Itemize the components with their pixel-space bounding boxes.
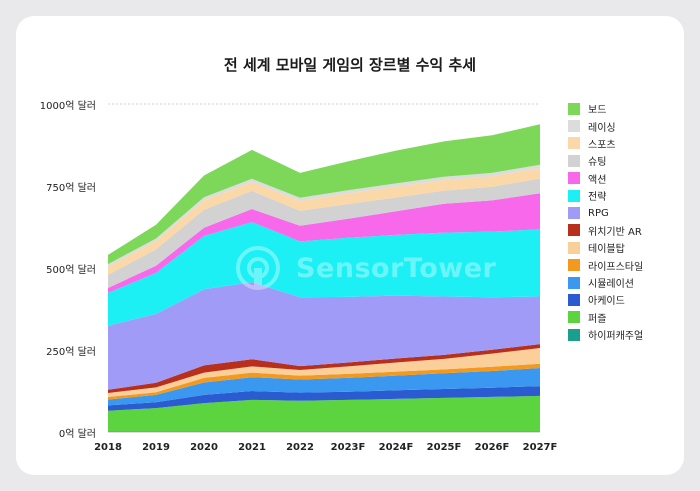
legend-item: 아케이드	[568, 291, 643, 308]
legend-item: 시뮬레이션	[568, 274, 643, 291]
x-tick-label: 2024F	[378, 442, 414, 453]
legend-label: 스포츠	[588, 139, 616, 151]
legend-swatch	[568, 154, 580, 167]
x-tick-label: 2023F	[330, 442, 366, 453]
legend-swatch	[568, 172, 580, 185]
y-tick-label: 250억 달러	[46, 347, 96, 358]
legend-item: 보드	[568, 100, 643, 117]
x-tick-label: 2022	[286, 442, 314, 453]
legend-item: 액션	[568, 170, 643, 187]
legend-label: 위치기반 AR	[588, 226, 642, 238]
legend-item: 하이퍼캐주얼	[568, 326, 643, 343]
area-series-4	[108, 363, 540, 400]
legend-swatch	[568, 311, 580, 324]
area-series-5	[108, 348, 540, 397]
legend-label: RPG	[588, 207, 609, 219]
y-tick-label: 750억 달러	[46, 183, 96, 194]
legend-item: 테이블탑	[568, 239, 643, 256]
legend-swatch	[568, 259, 580, 272]
legend-swatch	[568, 137, 580, 150]
area-series-8	[108, 222, 540, 326]
legend-item: 스포츠	[568, 135, 643, 152]
legend-swatch	[568, 120, 580, 133]
legend-swatch	[568, 102, 580, 115]
legend-swatch	[568, 328, 580, 341]
legend-swatch	[568, 189, 580, 202]
legend-label: 시뮬레이션	[588, 279, 634, 291]
legend-label: 액션	[588, 174, 607, 186]
x-tick-label: 2018	[94, 442, 122, 453]
legend-swatch	[568, 276, 580, 289]
legend-label: 보드	[588, 105, 607, 117]
y-tick-label: 1000억 달러	[39, 101, 96, 112]
y-tick-label: 500억 달러	[46, 265, 96, 276]
legend-item: 위치기반 AR	[568, 222, 643, 239]
legend-label: 퍼즐	[588, 313, 607, 325]
area-series-6	[108, 344, 540, 393]
area-series-7	[108, 282, 540, 390]
area-series-10	[108, 178, 540, 288]
legend-swatch	[568, 207, 580, 220]
x-tick-label: 2026F	[474, 442, 510, 453]
watermark-text: SensorTower	[296, 253, 497, 284]
sensortower-logo-icon	[236, 246, 280, 290]
legend-swatch	[568, 241, 580, 254]
legend-item: RPG	[568, 204, 643, 221]
area-series-13	[108, 124, 540, 265]
watermark: SensorTower	[234, 245, 524, 291]
legend-swatch	[568, 293, 580, 306]
legend-item: 전략	[568, 187, 643, 204]
legend-label: 하이퍼캐주얼	[588, 331, 644, 343]
x-tick-label: 2027F	[522, 442, 558, 453]
legend-item: 레이싱	[568, 117, 643, 134]
legend-label: 슈팅	[588, 157, 607, 169]
legend-item: 라이프스타일	[568, 257, 643, 274]
x-tick-label: 2021	[238, 442, 266, 453]
legend-label: 라이프스타일	[588, 261, 644, 273]
area-series-9	[108, 193, 540, 293]
legend-label: 아케이드	[588, 296, 625, 308]
legend-label: 전략	[588, 192, 607, 204]
x-tick-label: 2020	[190, 442, 218, 453]
area-series-3	[108, 368, 540, 406]
area-series-1	[108, 395, 540, 431]
legend-label: 레이싱	[588, 122, 616, 134]
legend-label: 테이블탑	[588, 244, 625, 256]
chart-title: 전 세계 모바일 게임의 장르별 수익 추세	[223, 56, 477, 74]
y-tick-label: 0억 달러	[58, 429, 96, 440]
area-series-11	[108, 168, 540, 275]
area-series-2	[108, 386, 540, 411]
legend-swatch	[568, 224, 580, 237]
legend-item: 퍼즐	[568, 309, 643, 326]
legend-item: 슈팅	[568, 152, 643, 169]
x-tick-label: 2025F	[426, 442, 462, 453]
x-tick-label: 2019	[142, 442, 170, 453]
area-series-12	[108, 164, 540, 267]
